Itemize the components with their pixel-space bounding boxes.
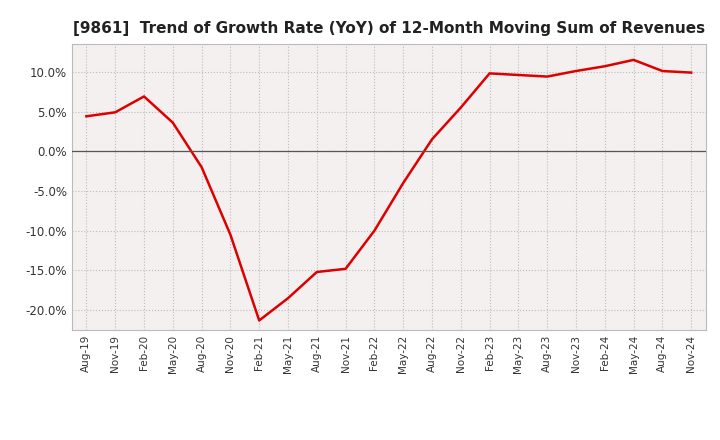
Title: [9861]  Trend of Growth Rate (YoY) of 12-Month Moving Sum of Revenues: [9861] Trend of Growth Rate (YoY) of 12-… bbox=[73, 21, 705, 36]
